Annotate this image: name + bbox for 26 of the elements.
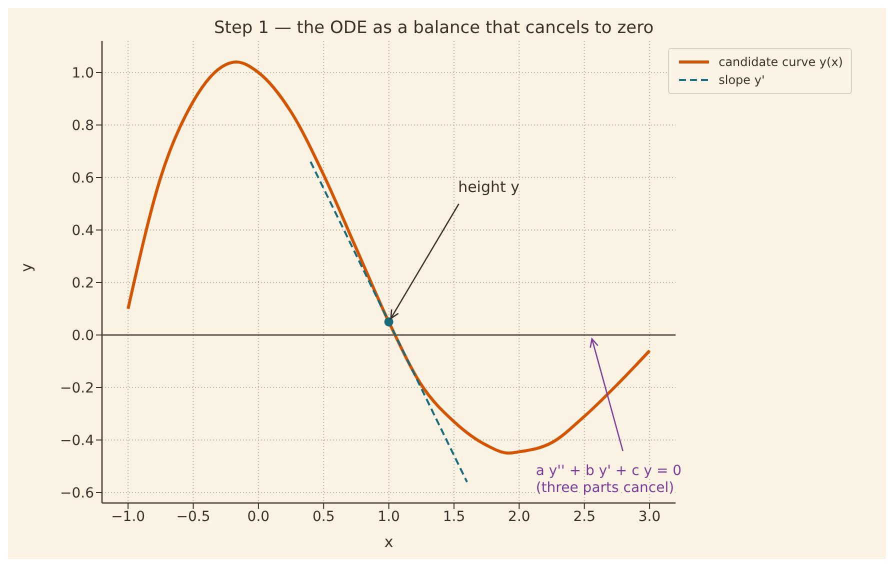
line-series <box>126 60 652 455</box>
y-tick-label: 0.4 <box>72 222 94 239</box>
chart-title: Step 1 — the ODE as a balance that cancels to zero <box>213 18 655 38</box>
x-axis-title: x <box>384 533 394 551</box>
y-tick-label: 0.6 <box>72 170 94 186</box>
legend-label: slope y' <box>718 72 765 89</box>
x-tick-label: 0.0 <box>247 508 270 525</box>
y-tick-label: 0.2 <box>72 275 94 292</box>
y-tick-label: −0.6 <box>60 485 94 502</box>
x-tick-label: 3.0 <box>638 508 661 525</box>
x-tick-label: 1.5 <box>442 508 466 525</box>
y-tick-label: −0.2 <box>60 380 94 396</box>
y-tick-label: 1.0 <box>72 65 94 82</box>
annotation: height y <box>458 178 520 196</box>
x-tick-label: 2.0 <box>508 508 530 525</box>
y-axis-title: y <box>17 263 36 272</box>
annotation: a y'' + b y' + c y = 0 (three parts cancel) <box>536 463 682 496</box>
x-tick-label: 0.5 <box>312 508 335 525</box>
y-tick-label: −0.4 <box>60 432 94 449</box>
x-tick-label: 2.5 <box>573 508 596 525</box>
x-tick-label: −0.5 <box>176 508 210 525</box>
x-tick-label: −1.0 <box>111 508 146 525</box>
x-tick-label: 1.0 <box>378 508 400 525</box>
y-tick-label: 0.8 <box>72 118 94 134</box>
legend-label: candidate curve y(x) <box>718 54 843 71</box>
y-tick-label: 0.0 <box>72 328 94 344</box>
